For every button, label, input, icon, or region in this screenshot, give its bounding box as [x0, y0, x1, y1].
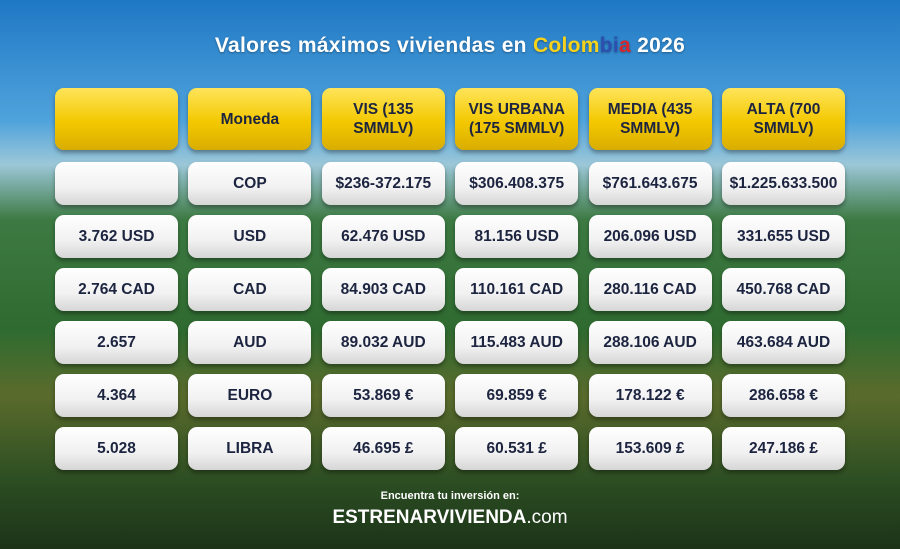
table-cell: CAD — [188, 268, 312, 311]
table-cell: 69.859 € — [455, 374, 579, 417]
title-part: 2026 — [631, 34, 686, 57]
table-cell: 60.531 £ — [455, 427, 579, 470]
table-cell: 288.106 AUD — [588, 321, 712, 364]
table-cell: $236-372.175 — [321, 162, 445, 205]
footer-caption: Encuentra tu inversión en: — [380, 490, 520, 502]
table-cell: 280.116 CAD — [588, 268, 712, 311]
table-cell: 89.032 AUD — [321, 321, 445, 364]
column-header: Moneda — [188, 88, 312, 150]
table-cell: 84.903 CAD — [321, 268, 445, 311]
table-cell: EURO — [188, 374, 312, 417]
table-cell: 46.695 £ — [321, 427, 445, 470]
brand: ESTRENARVIVIENDA.com — [0, 507, 900, 529]
brand-name: ESTRENARVIVIENDA — [332, 507, 527, 528]
column-header: VIS URBANA (175 SMMLV) — [455, 88, 579, 150]
table-cell: 463.684 AUD — [722, 321, 845, 364]
table-cell: 5.028 — [55, 427, 178, 470]
table-cell: 153.609 £ — [588, 427, 712, 470]
table-cell: 3.762 USD — [55, 215, 178, 258]
column-header — [55, 88, 178, 150]
table-cell — [55, 162, 178, 205]
table-cell: 4.364 — [55, 374, 178, 417]
table-cell: 53.869 € — [321, 374, 445, 417]
title-part: Colom — [532, 34, 600, 57]
table-cell: LIBRA — [188, 427, 312, 470]
column-header: ALTA (700 SMMLV) — [722, 88, 845, 150]
table-cell: COP — [188, 162, 312, 205]
title: Valores máximos viviendas en Colombia 20… — [0, 34, 900, 58]
title-part: a — [619, 34, 632, 57]
table-cell: $1.225.633.500 — [722, 162, 845, 205]
table-cell: 450.768 CAD — [722, 268, 845, 311]
table-cell: 247.186 £ — [722, 427, 845, 470]
table-cell: 178.122 € — [588, 374, 712, 417]
table-cell: 331.655 USD — [722, 215, 845, 258]
table-cell: $306.408.375 — [455, 162, 579, 205]
table-cell: AUD — [188, 321, 312, 364]
table-cell: 81.156 USD — [455, 215, 579, 258]
column-header: VIS (135 SMMLV) — [321, 88, 445, 150]
table-cell: 286.658 € — [722, 374, 845, 417]
table-cell: 62.476 USD — [321, 215, 445, 258]
title-part: Valores máximos viviendas en — [214, 34, 533, 57]
column-header: MEDIA (435 SMMLV) — [588, 88, 712, 150]
table-cell: 2.657 — [55, 321, 178, 364]
table-cell: USD — [188, 215, 312, 258]
table-cell: 206.096 USD — [588, 215, 712, 258]
brand-domain: .com — [526, 507, 568, 528]
table-cell: 110.161 CAD — [455, 268, 579, 311]
table-cell: $761.643.675 — [588, 162, 712, 205]
title-part: bi — [599, 34, 620, 57]
table-cell: 115.483 AUD — [455, 321, 579, 364]
table-cell: 2.764 CAD — [55, 268, 178, 311]
